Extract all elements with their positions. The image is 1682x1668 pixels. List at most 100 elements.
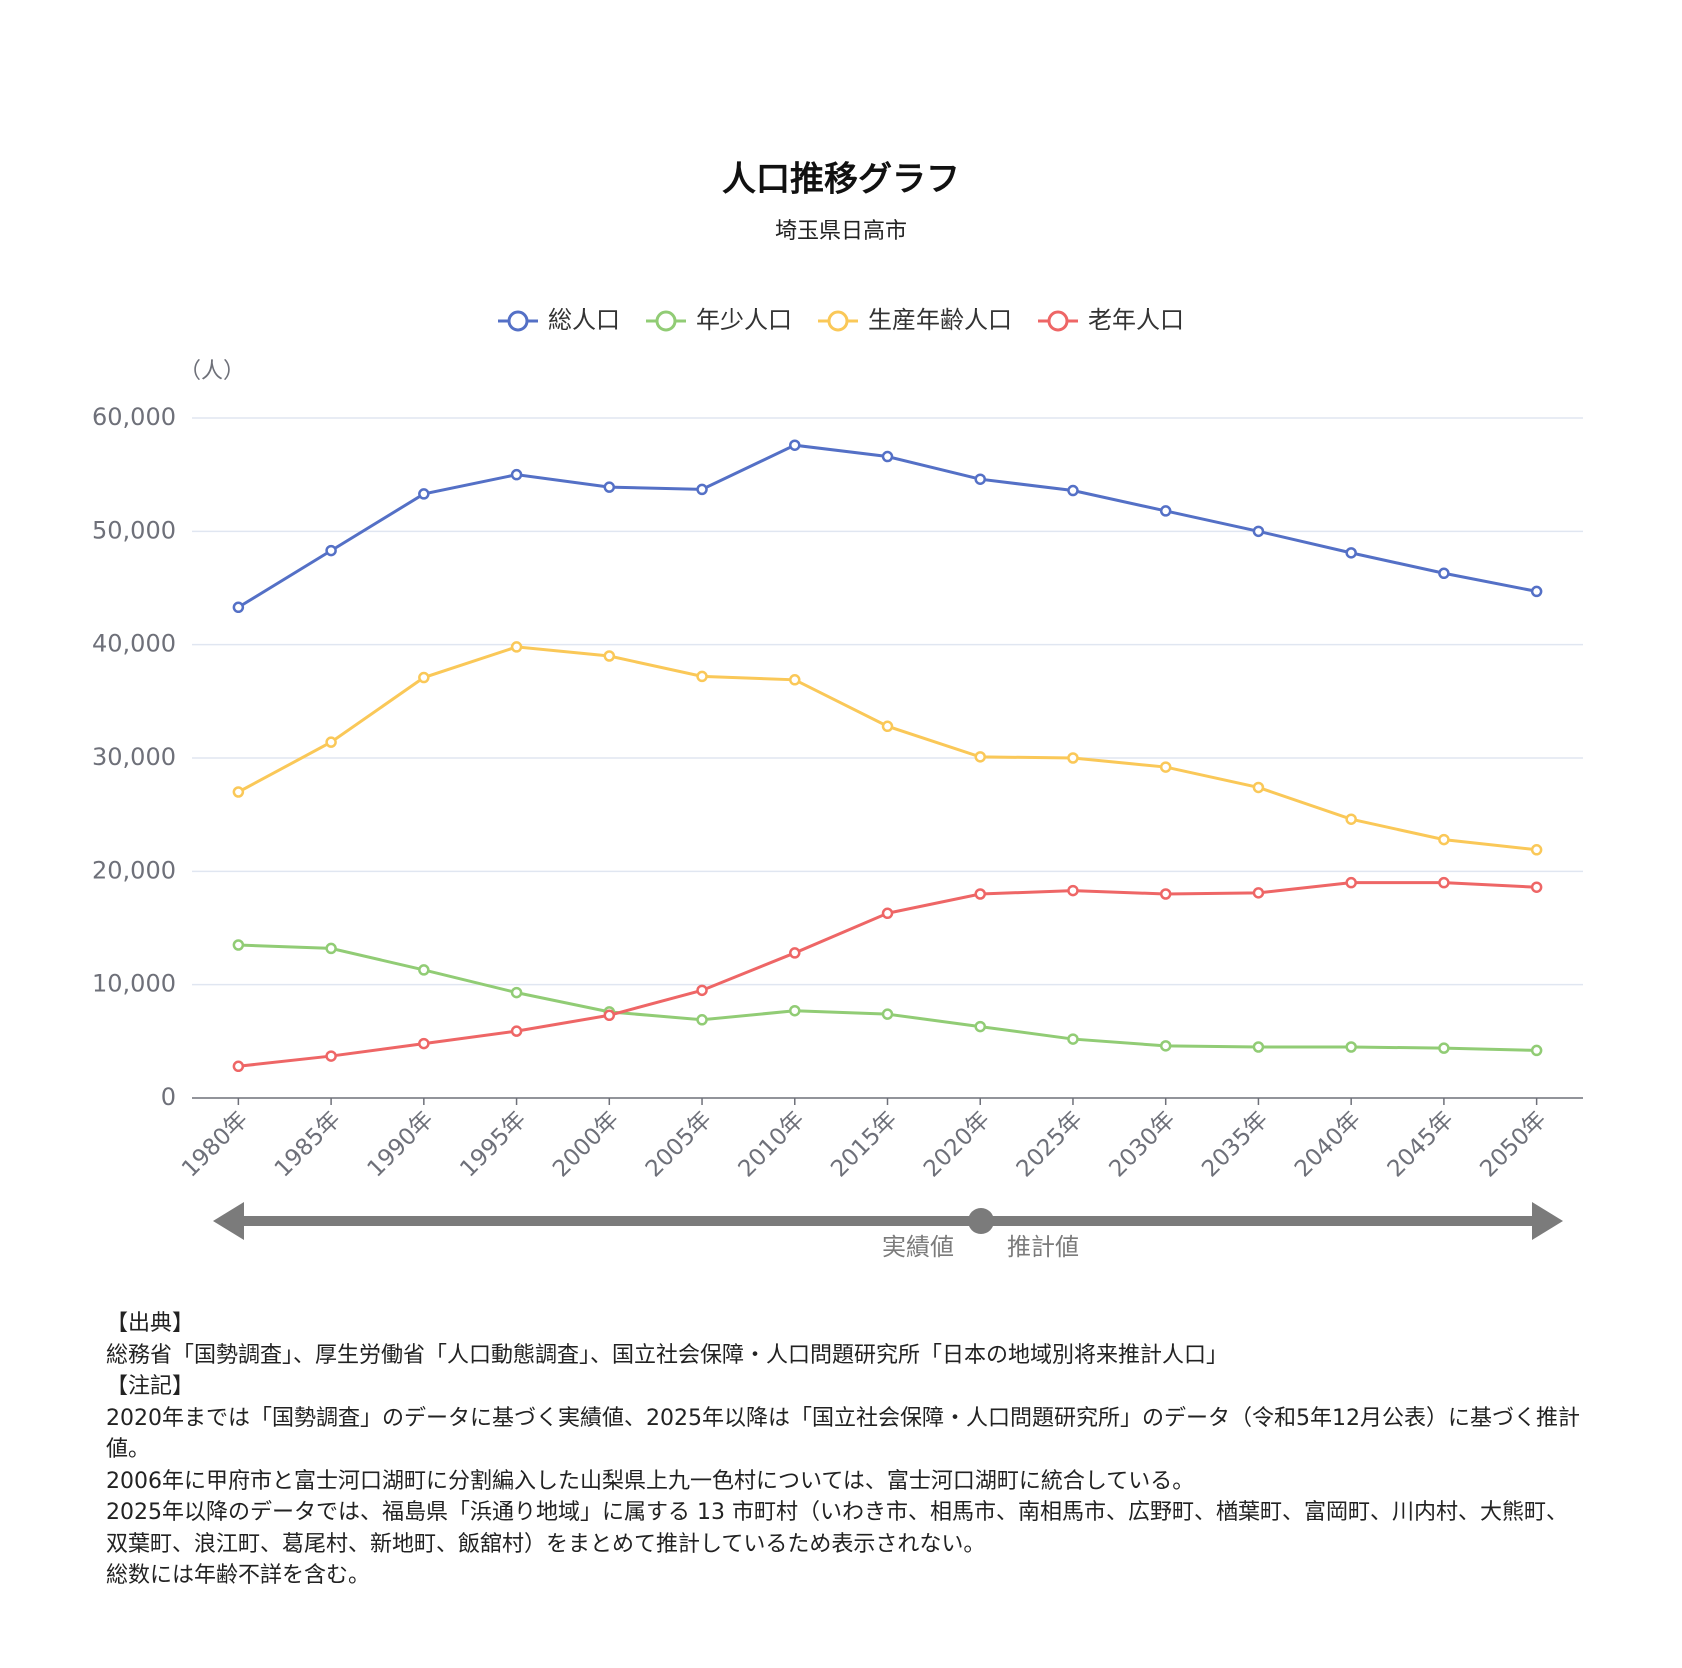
x-tick-label: 1995年 (455, 1106, 531, 1182)
legend-label: 生産年齢人口 (868, 306, 1012, 334)
data-point (1530, 1044, 1543, 1057)
data-point (418, 488, 430, 500)
source-heading: 【出典】 (106, 1311, 195, 1336)
legend: 総人口 年少人口 生産年齢人口 老年人口 (498, 306, 1184, 334)
data-point (789, 674, 801, 686)
data-point (881, 1008, 894, 1020)
data-point (1252, 781, 1265, 794)
note-line: 2025年以降のデータでは、福島県「浜通り地域」に属する 13 市町村（いわき市… (106, 1500, 1568, 1557)
data-point (1067, 484, 1079, 497)
x-tick-label: 2010年 (734, 1106, 810, 1182)
x-tick-label: 2040年 (1290, 1106, 1366, 1182)
x-tick-label: 2015年 (826, 1106, 902, 1182)
y-tick-label: 60,000 (92, 403, 176, 431)
arrow-head-right (1532, 1202, 1563, 1240)
y-tick-label: 0 (161, 1083, 176, 1111)
legend-label: 年少人口 (696, 306, 792, 334)
data-point (696, 670, 708, 683)
data-point (603, 650, 616, 662)
arrow-head-left (213, 1202, 244, 1240)
data-point (603, 1009, 616, 1022)
legend-marker (507, 310, 529, 332)
annotation: 実績値 (882, 1233, 954, 1261)
data-point (418, 671, 430, 684)
series-line (238, 943, 1537, 1052)
data-point (232, 1060, 245, 1073)
data-point (789, 1004, 801, 1017)
data-point (881, 450, 894, 463)
data-point (1252, 525, 1265, 538)
legend-label: 老年人口 (1088, 306, 1184, 334)
x-tick-label: 2000年 (548, 1106, 624, 1182)
data-point (1159, 505, 1172, 517)
chart: 人口推移グラフ 埼玉県日高市 （人） 実績値 推計値 0 10,000 20,000… (92, 160, 1583, 1261)
legend-label: 総人口 (548, 306, 620, 334)
data-point (510, 1025, 523, 1037)
notes: 【出典】 総務省「国勢調査」、厚生労働省「人口動態調査」、国立社会保障・人口問題… (106, 1308, 1586, 1592)
data-point (696, 984, 708, 997)
note-line: 2006年に甲府市と富士河口湖町に分割編入した山梨県上九一色村については、富士河… (106, 1468, 1195, 1494)
data-point (974, 888, 986, 900)
data-point (789, 947, 801, 959)
legend-marker (1047, 310, 1069, 332)
data-point (325, 1050, 337, 1062)
data-point (232, 601, 245, 614)
legend-marker (827, 310, 849, 332)
data-point (1345, 876, 1357, 889)
legend-marker (655, 310, 677, 332)
data-point (325, 942, 337, 955)
x-tick-label: 2030年 (1104, 1106, 1180, 1182)
x-tick-label: 2020年 (919, 1106, 995, 1182)
x-tick-label: 2035年 (1197, 1106, 1273, 1182)
y-tick-label: 50,000 (92, 516, 176, 544)
x-tick-label: 2025年 (1012, 1106, 1088, 1182)
data-point (881, 907, 894, 920)
data-point (1345, 1041, 1357, 1053)
data-point (232, 786, 245, 798)
y-unit: （人） (179, 359, 245, 384)
data-point (1438, 1042, 1450, 1054)
data-point (1530, 881, 1543, 893)
note-line: 2020年までは「国勢調査」のデータに基づく実績値、2025年以降は「国立社会保… (106, 1405, 1580, 1463)
data-point (1438, 876, 1450, 889)
annotation: 推計値 (1007, 1233, 1079, 1261)
data-point (1159, 888, 1172, 900)
data-point (232, 939, 245, 951)
x-tick-label: 2005年 (641, 1106, 717, 1182)
data-point (510, 641, 523, 653)
data-point (1159, 761, 1172, 773)
y-tick-label: 30,000 (92, 743, 176, 771)
data-point (974, 473, 986, 485)
y-tick-label: 40,000 (92, 630, 176, 658)
data-point (789, 439, 801, 451)
x-tick-label: 1980年 (177, 1106, 253, 1182)
data-point (325, 544, 337, 557)
data-point (510, 468, 523, 481)
series-line (237, 443, 1537, 609)
data-point (1438, 567, 1450, 580)
period-divider (968, 1208, 994, 1234)
data-point (418, 964, 430, 976)
y-tick-label: 20,000 (92, 856, 176, 884)
data-point (1345, 813, 1357, 825)
data-point (974, 1020, 986, 1033)
y-tick-label: 10,000 (92, 970, 176, 998)
data-point (1252, 887, 1265, 899)
data-point (1252, 1041, 1265, 1053)
data-point (325, 736, 337, 748)
x-tick-label: 2045年 (1383, 1106, 1459, 1182)
data-point (1067, 752, 1079, 764)
data-point (1438, 833, 1450, 846)
source: 総務省「国勢調査」、厚生労働省「人口動態調査」、国立社会保障・人口問題研究所「日… (106, 1342, 1229, 1368)
data-point (1159, 1040, 1172, 1052)
data-point (696, 483, 708, 496)
x-tick-label: 2050年 (1475, 1106, 1551, 1182)
data-point (881, 720, 894, 733)
data-point (1067, 884, 1079, 897)
x-tick-label: 1990年 (363, 1106, 439, 1182)
chart-subtitle: 埼玉県日高市 (775, 219, 907, 244)
data-point (974, 751, 986, 763)
data-point (696, 1014, 708, 1026)
data-point (418, 1037, 430, 1050)
